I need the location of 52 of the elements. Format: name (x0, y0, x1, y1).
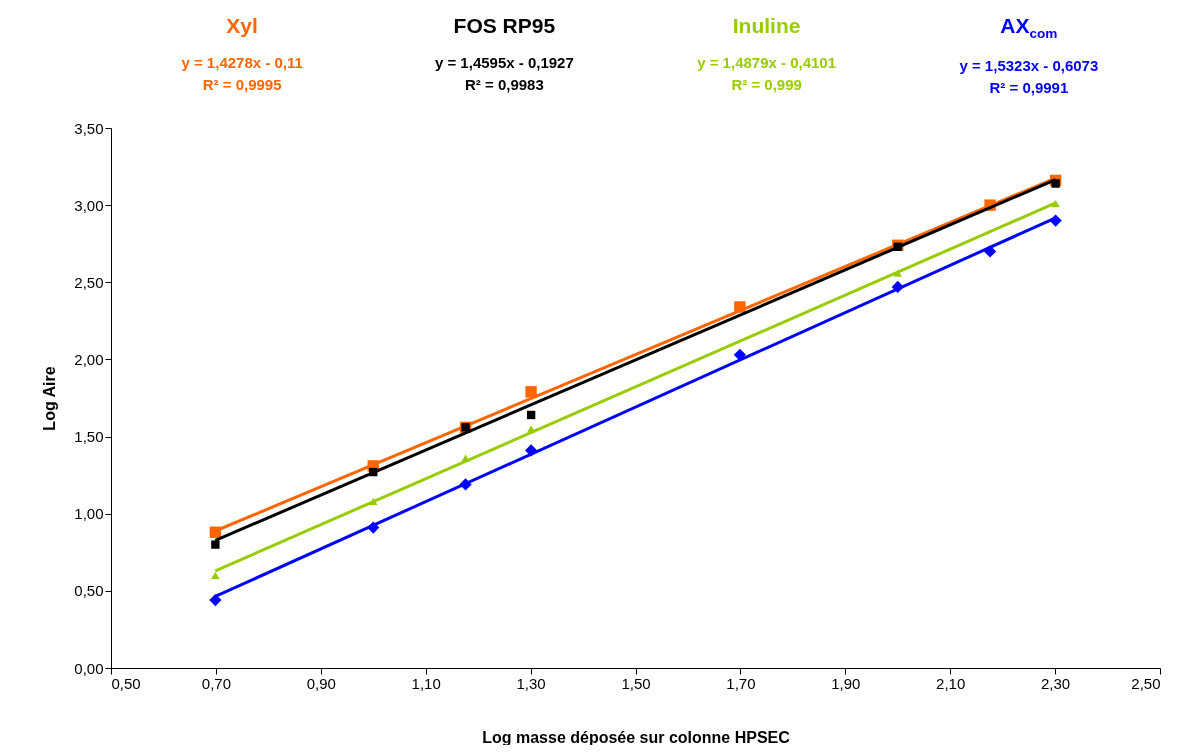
x-tick-label: 2,50 (1131, 674, 1161, 692)
point (525, 444, 538, 457)
point (211, 540, 220, 549)
point (526, 410, 536, 420)
y-tick-label: 0,00 (74, 659, 104, 677)
text: R² = 0,9995 (201, 75, 283, 95)
text: y = 1,4879x - 0,4101 (696, 53, 838, 73)
x-tick-label: 1,70 (726, 674, 756, 692)
text: R² = 0,9983 (463, 75, 545, 95)
point (1051, 179, 1060, 188)
y-tick-label: 2,50 (74, 273, 104, 291)
x-tick-label: 2,10 (936, 674, 966, 692)
point (893, 269, 902, 277)
point (211, 571, 220, 580)
y-tick-label: 2,00 (74, 350, 104, 368)
point (367, 521, 380, 534)
text: R² = 0,9991 (988, 78, 1070, 99)
x-tick-label: 0,50 (111, 674, 141, 692)
point (525, 386, 537, 398)
point (369, 497, 378, 505)
point (1051, 199, 1060, 208)
text: y = 1,5323x - 0,6073 (958, 56, 1100, 77)
point (459, 478, 472, 491)
text: y = 1,4278x - 0,11 (180, 53, 304, 73)
y-tick-label: 1,50 (74, 428, 104, 446)
text: y = 1,4595x - 0,1927 (433, 53, 575, 73)
y-tick-label: 3,00 (74, 196, 104, 214)
x-axis-title: Log masse déposée sur colonne HPSEC (482, 728, 791, 746)
x-tick-label: 1,50 (621, 674, 651, 692)
text: Inuline (731, 14, 802, 38)
x-tick-label: 1,90 (831, 674, 861, 692)
text: FOS RP95 (452, 14, 557, 38)
text: AX$_{com}$ (999, 14, 1059, 42)
x-tick-label: 1,30 (516, 674, 546, 692)
x-tick-label: 0,70 (201, 674, 231, 692)
point (209, 593, 222, 607)
x-tick-label: 2,30 (1041, 674, 1071, 692)
point (1049, 214, 1062, 227)
text: Xyl (225, 14, 259, 38)
x-tick-label: 1,10 (411, 674, 441, 692)
point (983, 245, 997, 258)
y-tick-label: 0,50 (74, 582, 104, 600)
x-tick-label: 0,90 (306, 674, 336, 692)
point (891, 280, 904, 294)
point (369, 467, 378, 477)
point (733, 348, 746, 361)
y-axis-title: Log Aire (41, 366, 59, 431)
text: R² = 0,999 (730, 75, 803, 95)
y-tick-label: 1,00 (74, 505, 104, 523)
point (526, 425, 536, 433)
point (461, 454, 470, 462)
y-tick-label: 3,50 (74, 119, 104, 137)
